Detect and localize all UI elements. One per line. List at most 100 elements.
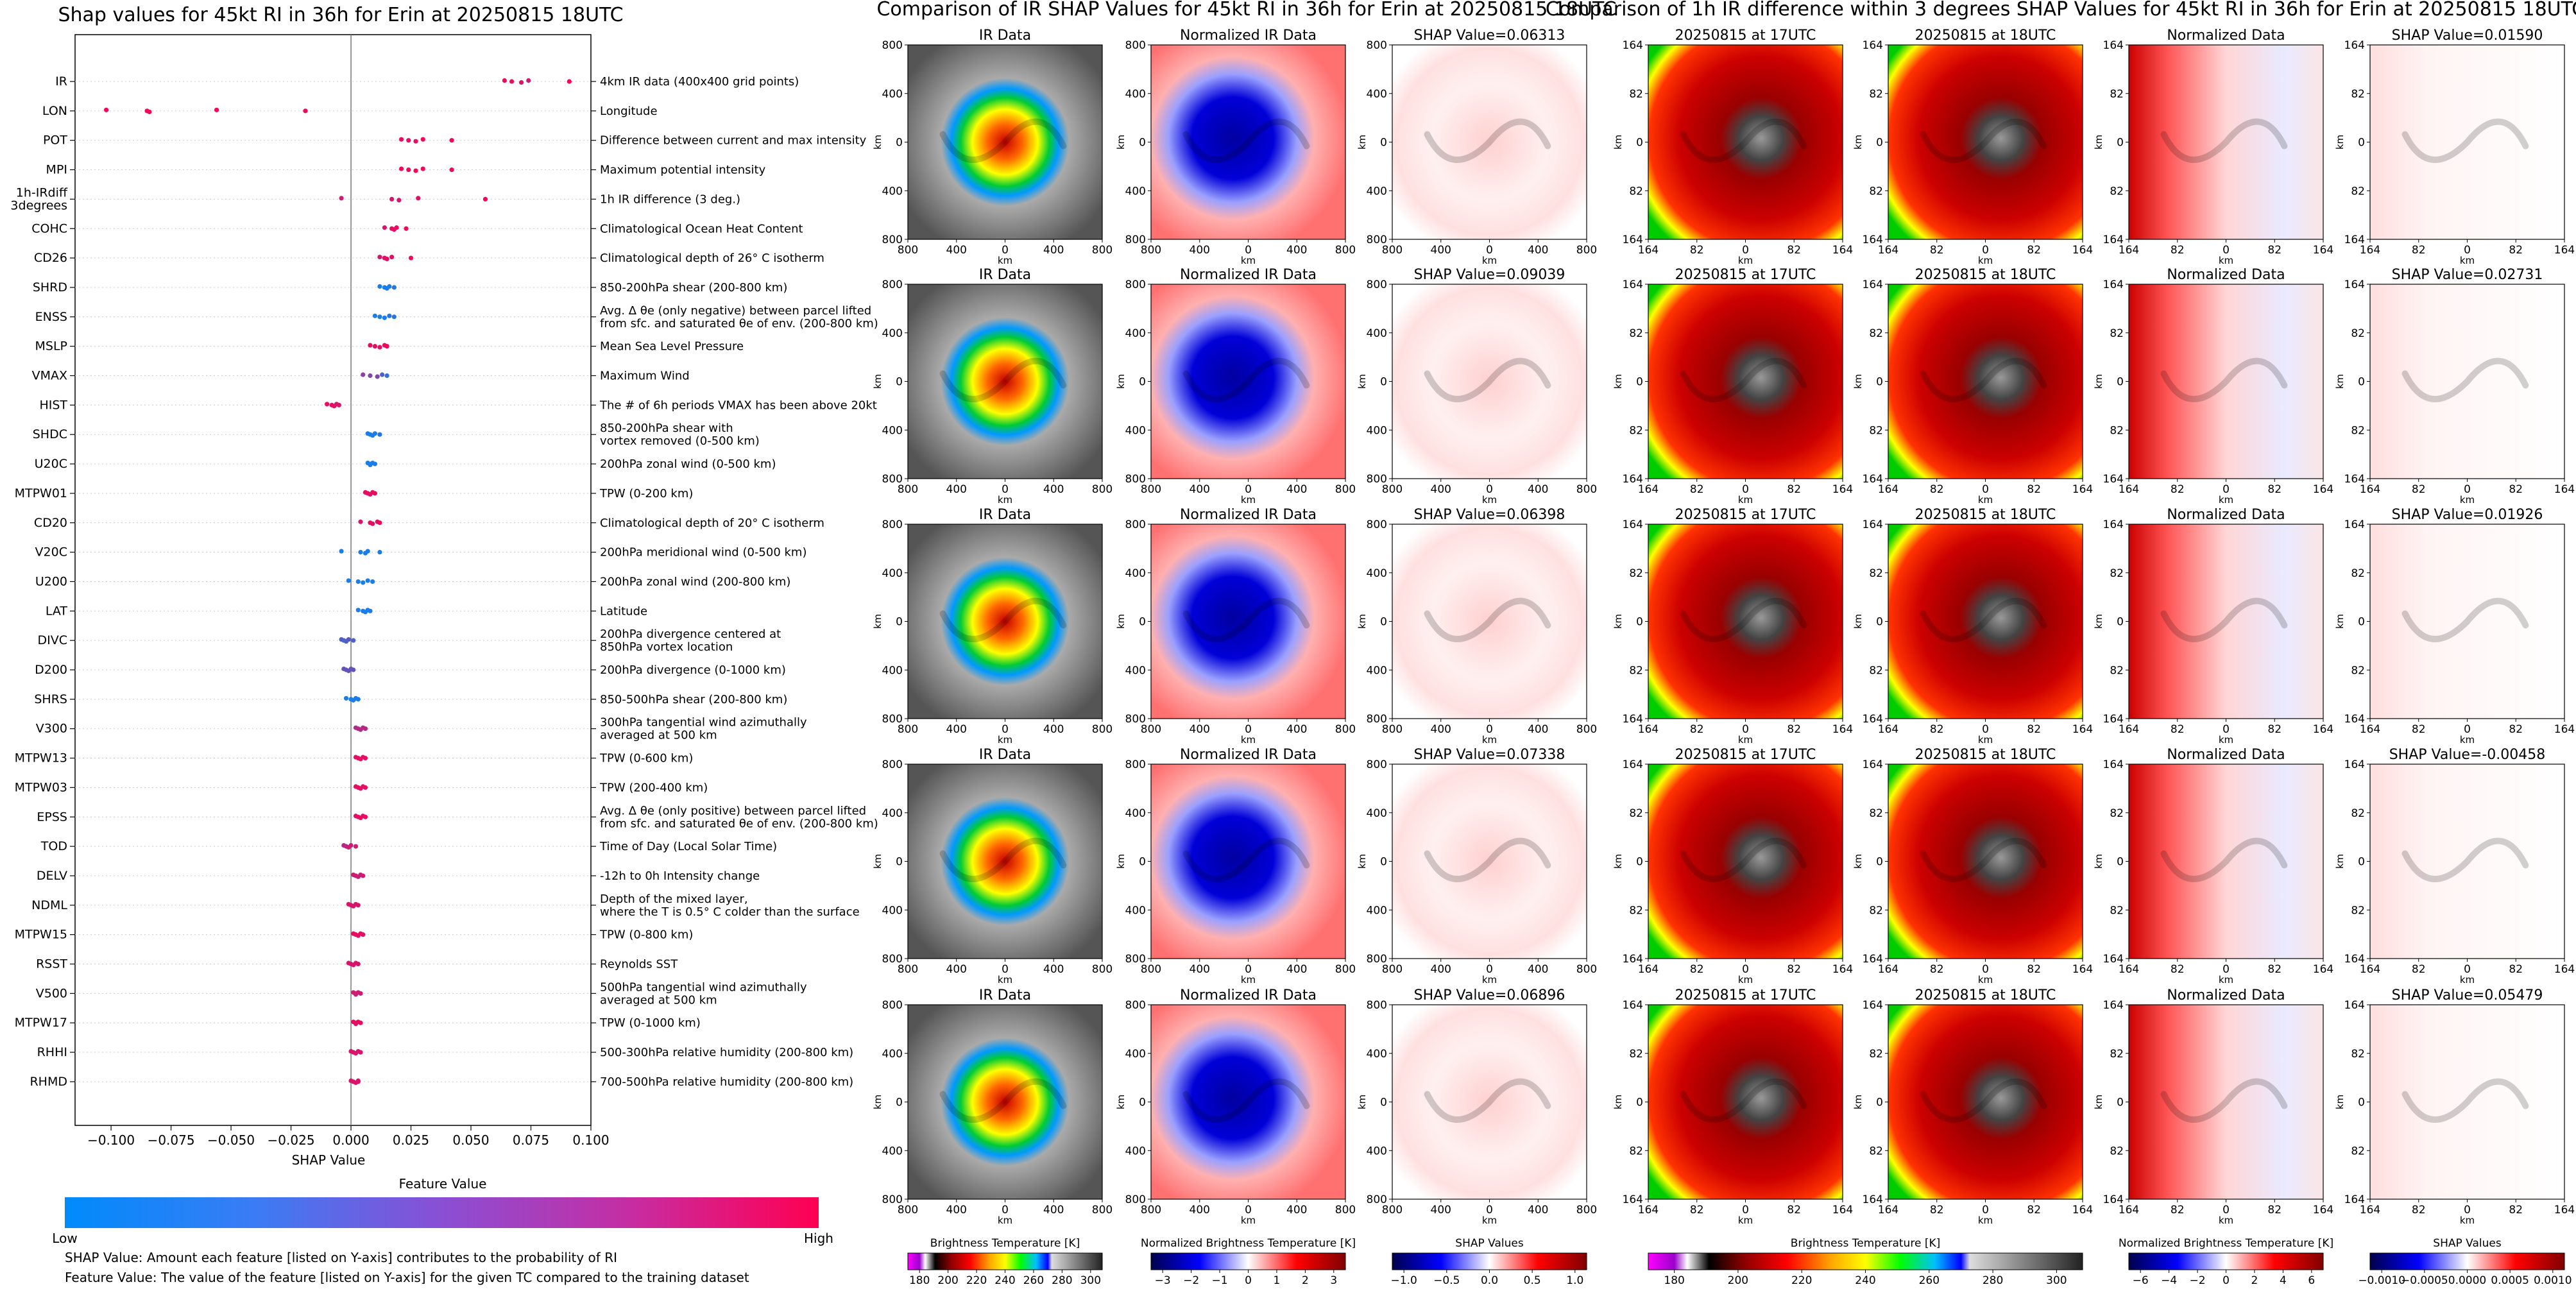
- y-tick-label: 800: [1125, 518, 1146, 531]
- colorbar-tick-label: 0.0010: [2534, 1274, 2572, 1287]
- y-tick-label: 800: [1367, 39, 1387, 52]
- y-tick-label: 400: [1125, 88, 1146, 101]
- shap-point: [382, 225, 388, 230]
- x-tick-label: 400: [1043, 723, 1064, 736]
- feature-desc-5: 1h IR difference (3 deg.): [600, 192, 740, 206]
- shap-point: [343, 696, 349, 701]
- feature-label-3: POT: [43, 133, 67, 148]
- x-tick-label: 0: [1002, 483, 1009, 496]
- x-tick-label: 0.075: [513, 1132, 549, 1148]
- x-tick-label: 82: [2267, 723, 2282, 736]
- y-tick-label: 82: [1629, 424, 1643, 437]
- shap-point: [358, 991, 363, 996]
- shap-xlabel: SHAP Value: [292, 1152, 366, 1168]
- y-axis-label: km: [1115, 614, 1127, 629]
- x-tick-label: 0: [1486, 483, 1493, 496]
- feature-label-19: LAT: [46, 604, 68, 618]
- heatmap-panel: [2128, 524, 2324, 719]
- panel-title: Normalized IR Data: [1180, 747, 1317, 763]
- y-tick-label: 400: [882, 1048, 903, 1061]
- storm-swirl: [939, 118, 1067, 163]
- shap-point: [387, 284, 392, 289]
- x-tick-label: 400: [1286, 483, 1307, 496]
- storm-swirl: [2160, 357, 2288, 402]
- y-tick-label: 82: [1869, 664, 1883, 677]
- y-axis-label: km: [2093, 1095, 2104, 1109]
- y-tick-label: 0: [2358, 137, 2365, 149]
- x-tick-label: 0.050: [452, 1132, 489, 1148]
- y-tick-label: 400: [1125, 807, 1146, 820]
- shap-point: [355, 961, 361, 967]
- y-tick-label: 164: [1863, 713, 1883, 726]
- feature-desc-28: -12h to 0h Intensity change: [600, 869, 760, 883]
- y-tick-label: 82: [2110, 664, 2124, 677]
- x-tick-label: 82: [2412, 483, 2426, 496]
- y-tick-label: 0: [1876, 616, 1883, 629]
- panel-title: Normalized IR Data: [1180, 28, 1317, 44]
- shap-point: [358, 519, 363, 524]
- y-tick-label: 164: [1863, 518, 1883, 531]
- x-tick-label: 800: [1092, 723, 1113, 736]
- feature-label-5-line-2: 3degrees: [10, 198, 67, 212]
- shap-point: [363, 726, 368, 731]
- feature-desc-13-line-2: vortex removed (0-500 km): [600, 434, 760, 448]
- x-tick-label: 400: [1528, 1204, 1548, 1216]
- feature-desc-26-line-2: from sfc. and saturated θe of env. (200-…: [600, 817, 878, 830]
- y-tick-label: 82: [1629, 567, 1643, 580]
- storm-swirl: [2401, 837, 2529, 882]
- shap-point: [358, 1050, 363, 1055]
- x-tick-label: 82: [1930, 1204, 1944, 1216]
- x-tick-label: 82: [2171, 244, 2185, 257]
- x-tick-label: 164: [1878, 483, 1898, 496]
- panel-title: 20250815 at 17UTC: [1675, 987, 1816, 1003]
- panel-title: SHAP Value=0.06313: [1414, 28, 1565, 44]
- feature-label-34: RHHI: [37, 1045, 67, 1059]
- feature-desc-33: TPW (0-1000 km): [599, 1016, 701, 1030]
- y-tick-label: 82: [1869, 88, 1883, 101]
- feature-desc-27: Time of Day (Local Solar Time): [599, 840, 777, 853]
- y-axis-label: km: [1612, 854, 1624, 869]
- panel-title: Normalized IR Data: [1180, 507, 1317, 523]
- shap-point: [382, 315, 388, 320]
- feature-desc-32-line-1: 500hPa tangential wind azimuthally: [600, 980, 807, 994]
- y-tick-label: 400: [1125, 567, 1146, 580]
- x-tick-label: 0: [1982, 483, 1989, 496]
- y-tick-label: 82: [1629, 1048, 1643, 1061]
- y-tick-label: 82: [1869, 424, 1883, 437]
- y-tick-label: 800: [1125, 278, 1146, 291]
- x-tick-label: 82: [2171, 963, 2185, 976]
- feature-label-24: MTPW13: [15, 751, 67, 765]
- feature-desc-31: Reynolds SST: [600, 958, 678, 971]
- feature-label-12: HIST: [39, 398, 67, 412]
- x-axis-label: km: [1978, 1215, 1993, 1226]
- x-tick-label: 0: [1982, 1204, 1989, 1216]
- x-tick-label: 164: [2072, 244, 2093, 257]
- x-tick-label: 164: [1878, 1204, 1898, 1216]
- shap-point: [372, 431, 378, 436]
- heatmap-panel: [2369, 1004, 2565, 1200]
- x-tick-label: 0: [2222, 1204, 2230, 1216]
- x-tick-label: 800: [898, 963, 918, 976]
- y-tick-label: 164: [2344, 39, 2365, 52]
- x-tick-label: 164: [2554, 963, 2575, 976]
- y-axis-label: km: [1852, 1095, 1864, 1109]
- y-tick-label: 82: [2110, 807, 2124, 820]
- shap-point: [449, 138, 454, 143]
- heatmap-panel: [2128, 1004, 2324, 1200]
- x-tick-label: 0: [1245, 244, 1252, 257]
- y-tick-label: 400: [882, 807, 903, 820]
- y-tick-label: 164: [1623, 999, 1643, 1012]
- y-tick-label: 82: [2351, 424, 2365, 437]
- shap-point: [358, 550, 363, 555]
- shap-point: [339, 196, 344, 201]
- feature-label-9: ENSS: [35, 310, 67, 324]
- heatmap-panel: [1648, 764, 1843, 959]
- x-tick-label: 82: [2027, 483, 2041, 496]
- x-tick-label: −0.050: [207, 1132, 255, 1148]
- x-tick-label: 0: [2464, 723, 2471, 736]
- storm-swirl: [939, 1078, 1067, 1123]
- x-tick-label: 164: [2313, 244, 2333, 257]
- colorbar-tick-label: −6: [2133, 1274, 2149, 1287]
- x-axis-label: km: [2460, 255, 2475, 266]
- x-axis-label: km: [998, 494, 1012, 506]
